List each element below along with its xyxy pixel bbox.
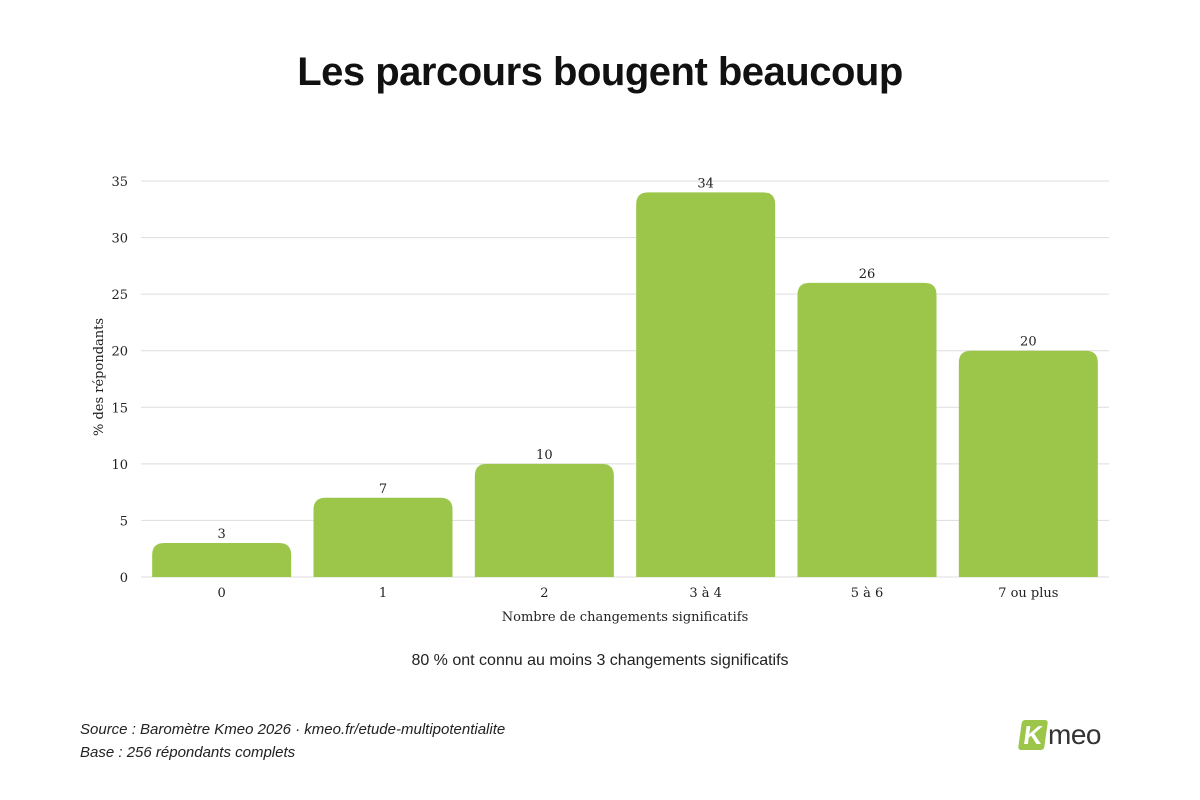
data-label: 34: [697, 176, 714, 191]
data-labels: 3 7 10 34 26 20: [218, 176, 1037, 542]
logo-text: meo: [1048, 719, 1101, 750]
bar: [636, 192, 776, 578]
data-label: 20: [1020, 335, 1037, 350]
y-tick-label: 35: [111, 175, 128, 190]
y-tick-label: 10: [111, 458, 128, 473]
y-tick-label: 20: [111, 345, 128, 360]
data-label: 10: [536, 448, 553, 463]
bar: [958, 350, 1098, 577]
data-label: 3: [218, 527, 226, 542]
y-tick-label: 5: [120, 514, 128, 529]
bar: [797, 282, 937, 577]
x-tick-label: 5 à 6: [851, 586, 884, 601]
logo-k: K: [1017, 720, 1049, 750]
chart-title: Les parcours bougent beaucoup: [297, 50, 903, 94]
x-tick-label: 1: [379, 586, 387, 601]
x-tick-label: 3 à 4: [689, 586, 722, 601]
summary-note: 80 % ont connu au moins 3 changements si…: [411, 652, 789, 669]
x-tick-label: 7 ou plus: [998, 586, 1058, 601]
data-label: 7: [379, 482, 387, 497]
bar: [313, 497, 453, 577]
bar: [474, 463, 614, 577]
footer: Source : Baromètre Kmeo 2026 · kmeo.fr/e…: [80, 718, 505, 764]
grid-lines: [141, 180, 1109, 578]
y-tick-label: 30: [111, 232, 128, 247]
x-axis-label: Nombre de changements significatifs: [502, 610, 749, 625]
x-tick-label: 0: [218, 586, 226, 601]
x-axis-ticks: 0 1 2 3 à 4 5 à 6 7 ou plus: [218, 586, 1059, 601]
y-tick-label: 15: [111, 401, 128, 416]
source-text: Source : Baromètre Kmeo 2026 · kmeo.fr/e…: [80, 721, 506, 738]
y-axis-ticks: 0 5 10 15 20 25 30 35: [111, 175, 128, 586]
y-tick-label: 0: [120, 571, 128, 586]
y-tick-label: 25: [111, 288, 128, 303]
data-label: 26: [859, 267, 876, 282]
kmeo-logo: K meo: [1017, 718, 1101, 752]
bars: [152, 192, 1098, 578]
y-axis-label: % des répondants: [92, 318, 107, 436]
base-text: Base : 256 répondants complets: [80, 744, 296, 761]
bar-chart: 0 5 10 15 20 25 30 35 3 7 10 34 26 20 0 1 2 3 à 4 5 à 6 7…: [92, 175, 1109, 625]
bar: [152, 543, 292, 577]
x-tick-label: 2: [540, 586, 548, 601]
